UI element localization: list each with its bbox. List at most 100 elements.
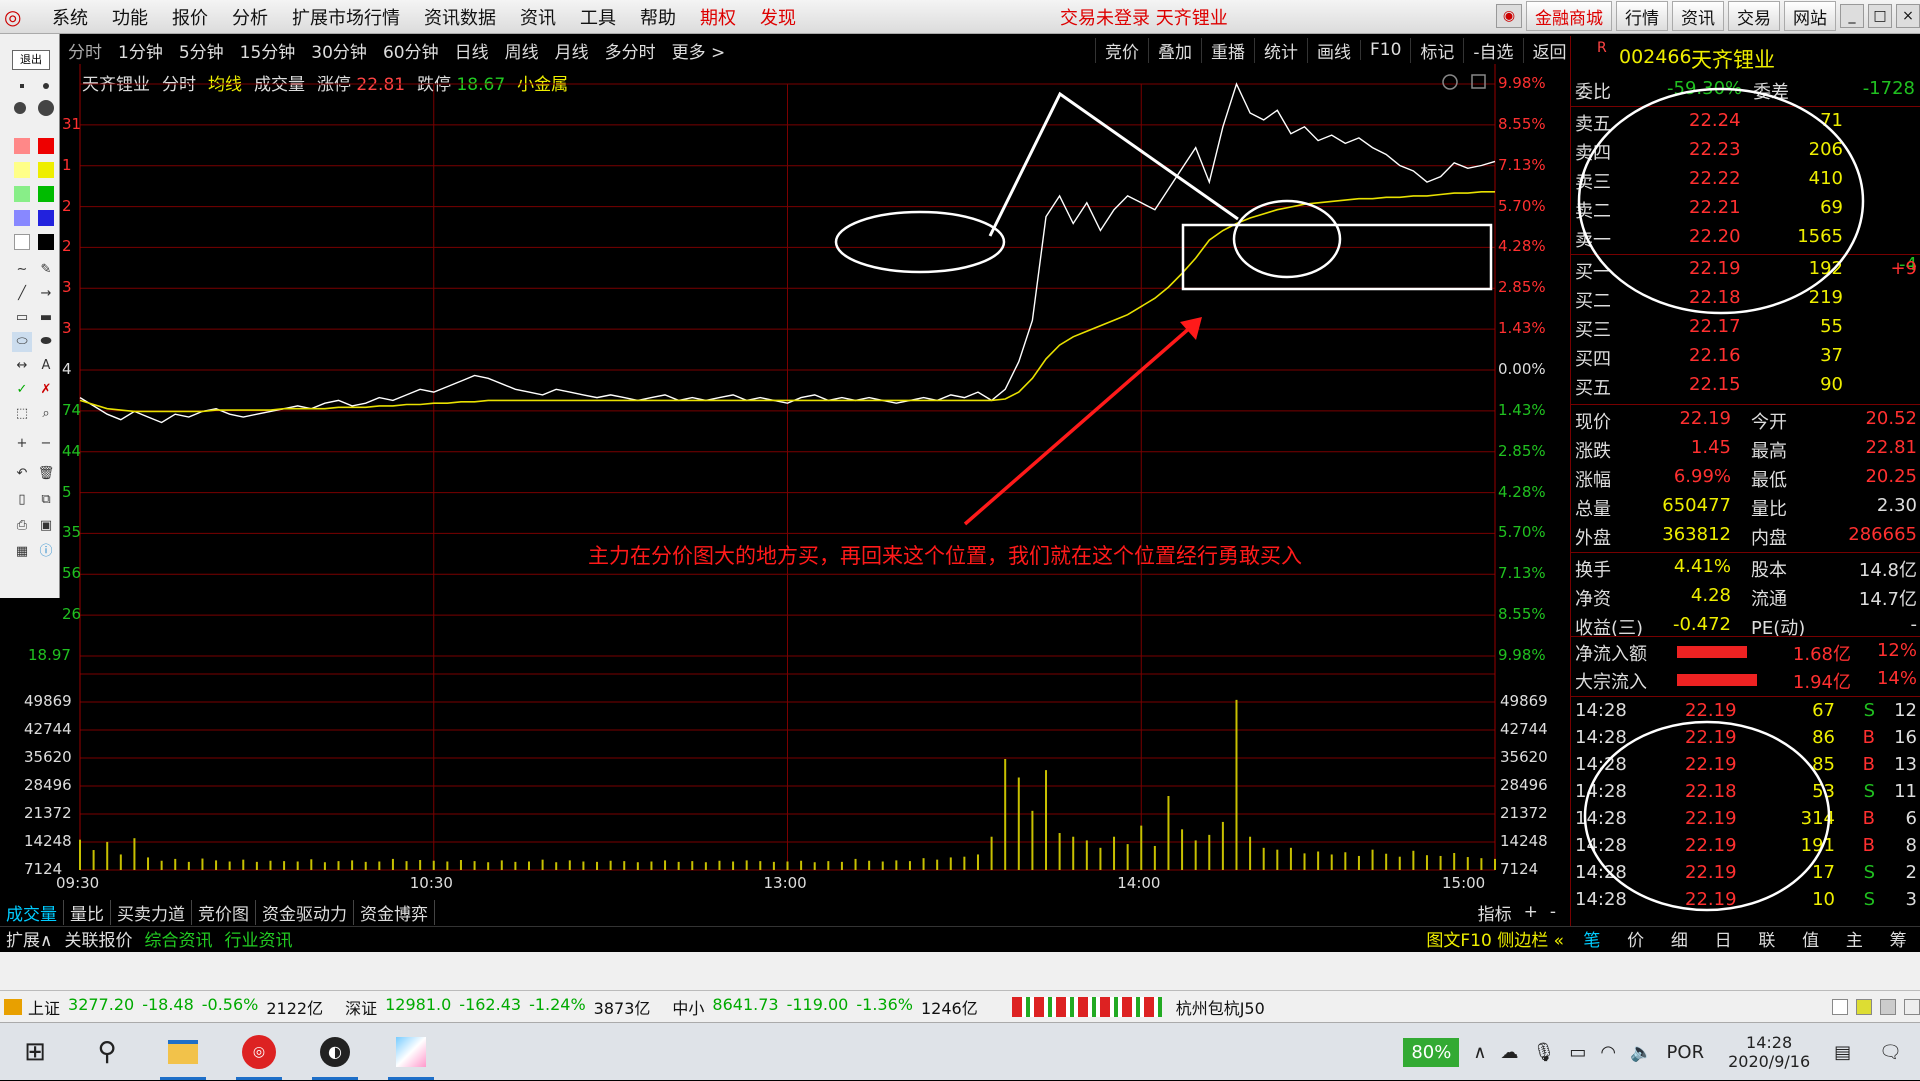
menu-function[interactable]: 功能 (112, 7, 148, 29)
finance-logo-icon[interactable]: ◉ (1496, 4, 1522, 28)
func-mark[interactable]: 标记 (1410, 37, 1463, 63)
language-indicator[interactable]: POR (1666, 1041, 1705, 1063)
tab-f10-sidebar[interactable]: 图文F10 侧边栏 « (1426, 931, 1564, 951)
line-tool-icon[interactable]: ╱ (18, 286, 26, 301)
index-item-0[interactable]: 上证 3277.20 -18.48 -0.56% 2122亿 (28, 995, 323, 1019)
notes-icon[interactable]: ▤ (1834, 1041, 1852, 1063)
period-monthly[interactable]: 月线 (554, 42, 589, 63)
tab-trades[interactable]: 笔 (1583, 931, 1601, 951)
avg-price-line[interactable] (79, 191, 1495, 413)
dot-small-icon[interactable] (14, 78, 30, 94)
file-explorer-icon[interactable] (164, 1033, 202, 1071)
color-black-swatch[interactable] (38, 234, 54, 250)
menu-ext-market[interactable]: 扩展市场行情 (292, 7, 400, 29)
select-tool-icon[interactable]: ⬚ (15, 406, 29, 421)
dot-medium-icon[interactable] (38, 78, 54, 94)
trade-button[interactable]: 交易 (1728, 1, 1780, 31)
arrow-tool-icon[interactable]: → (40, 286, 52, 301)
menu-info-data[interactable]: 资讯数据 (424, 7, 496, 29)
new-page-icon[interactable]: ▯ (18, 492, 26, 507)
func-back[interactable]: 返回 (1522, 37, 1576, 63)
tab-general-news[interactable]: 综合资讯 (144, 931, 213, 951)
tab-related-quotes[interactable]: 关联报价 (64, 931, 133, 951)
chart-expand-icon[interactable] (1471, 74, 1486, 89)
close-icon[interactable]: × (1896, 4, 1920, 28)
menu-info[interactable]: 资讯 (520, 7, 556, 29)
tab-industry-news[interactable]: 行业资讯 (224, 931, 293, 951)
copy-icon[interactable]: ⧉ (41, 492, 51, 507)
chart-settings-icon[interactable] (1442, 74, 1458, 90)
maximize-icon[interactable]: □ (1868, 4, 1892, 28)
cross-tool-icon[interactable]: ✗ (40, 382, 52, 397)
tab-plus-icon[interactable]: + (1523, 902, 1538, 922)
dot-large-icon[interactable] (14, 102, 26, 114)
square-icon[interactable] (1831, 998, 1848, 1015)
period-30min[interactable]: 30分钟 (311, 42, 367, 63)
dot-xlarge-icon[interactable] (38, 100, 54, 116)
tab-indicator[interactable]: 指标 (1477, 904, 1512, 925)
trading-app-icon[interactable]: ◎ (240, 1033, 278, 1071)
website-button[interactable]: 网站 (1784, 1, 1836, 31)
curve-tool-icon[interactable]: ∼ (16, 262, 28, 277)
tab-main[interactable]: 主 (1845, 931, 1863, 951)
tab-detail[interactable]: 细 (1670, 931, 1688, 951)
tab-volume[interactable]: 成交量 (0, 899, 64, 925)
color-lightblue-swatch[interactable] (14, 210, 30, 226)
func-replay[interactable]: 重播 (1201, 37, 1254, 63)
func-overlay[interactable]: 叠加 (1148, 37, 1201, 63)
search-icon[interactable]: ⚲ (97, 1037, 117, 1067)
color-green-swatch[interactable] (38, 186, 54, 202)
chevron-up-icon[interactable]: ∧ (1473, 1041, 1487, 1063)
undo-icon[interactable]: ↶ (16, 466, 28, 481)
period-60min[interactable]: 60分钟 (382, 42, 439, 63)
price-line[interactable] (79, 82, 1496, 424)
microphone-icon[interactable]: 🎙 (1532, 1041, 1556, 1063)
double-arrow-tool-icon[interactable]: ↔ (16, 358, 28, 373)
market-button[interactable]: 行情 (1616, 1, 1668, 31)
period-1min[interactable]: 1分钟 (118, 42, 163, 63)
period-weekly[interactable]: 周线 (504, 42, 539, 63)
speaker-icon[interactable] (1879, 998, 1896, 1015)
tab-linked[interactable]: 联 (1758, 931, 1776, 951)
period-daily[interactable]: 日线 (454, 42, 489, 63)
sector-label[interactable]: 小金属 (517, 75, 569, 95)
battery-icon[interactable]: ▭ (1569, 1041, 1587, 1063)
tab-buy-sell-force[interactable]: 买卖力道 (111, 899, 192, 925)
menu-tools[interactable]: 工具 (580, 7, 616, 29)
volume-label[interactable]: 成交量 (254, 75, 305, 95)
color-pink-swatch[interactable] (14, 138, 30, 154)
filled-ellipse-tool-icon[interactable]: ⬬ (40, 334, 52, 349)
mini-ticker-graphic[interactable] (1011, 996, 1162, 1017)
color-red-swatch[interactable] (38, 138, 54, 154)
info-icon[interactable]: ⓘ (39, 544, 53, 559)
menu-quote[interactable]: 报价 (172, 7, 208, 29)
color-yellow-swatch[interactable] (38, 162, 54, 178)
save-icon[interactable]: ▣ (39, 518, 53, 533)
tab-value[interactable]: 值 (1802, 931, 1820, 951)
check-tool-icon[interactable]: ✓ (16, 382, 28, 397)
notification-icon[interactable]: 🗨 (1879, 1041, 1902, 1063)
menu-options[interactable]: 期权 (700, 7, 736, 29)
intraday-chart[interactable]: 主力在分价图大的地方买，再回来这个位置，我们就在这个位置经行勇敢买入 (0, 64, 1570, 900)
menu-help[interactable]: 帮助 (640, 7, 676, 29)
tab-volume-ratio[interactable]: 量比 (64, 899, 111, 925)
folder-icon[interactable] (4, 998, 22, 1015)
index-item-2[interactable]: 中小 8641.73 -119.00 -1.36% 1246亿 (672, 995, 977, 1019)
windows-start-icon[interactable]: ⊞ (24, 1037, 46, 1067)
zoom-tool-icon[interactable]: ⌕ (42, 406, 50, 421)
battery-badge[interactable]: 80% (1403, 1037, 1460, 1067)
paint-app-icon[interactable] (392, 1033, 430, 1071)
tab-price[interactable]: 价 (1627, 931, 1645, 951)
tab-day[interactable]: 日 (1714, 931, 1732, 951)
rectangle-tool-icon[interactable]: ▭ (15, 310, 29, 325)
menu-system[interactable]: 系统 (52, 7, 88, 29)
image-icon[interactable]: ▦ (15, 544, 29, 559)
period-15min[interactable]: 15分钟 (239, 42, 296, 63)
cloud-icon[interactable]: ☁ (1500, 1041, 1519, 1063)
color-white-swatch[interactable] (14, 234, 30, 250)
news-button[interactable]: 资讯 (1672, 1, 1724, 31)
media-app-icon[interactable]: ◐ (316, 1033, 354, 1071)
avg-line-label[interactable]: 均线 (208, 75, 242, 95)
minus-tool-icon[interactable]: − (40, 436, 52, 451)
tab-auction-chart[interactable]: 竞价图 (192, 899, 256, 925)
